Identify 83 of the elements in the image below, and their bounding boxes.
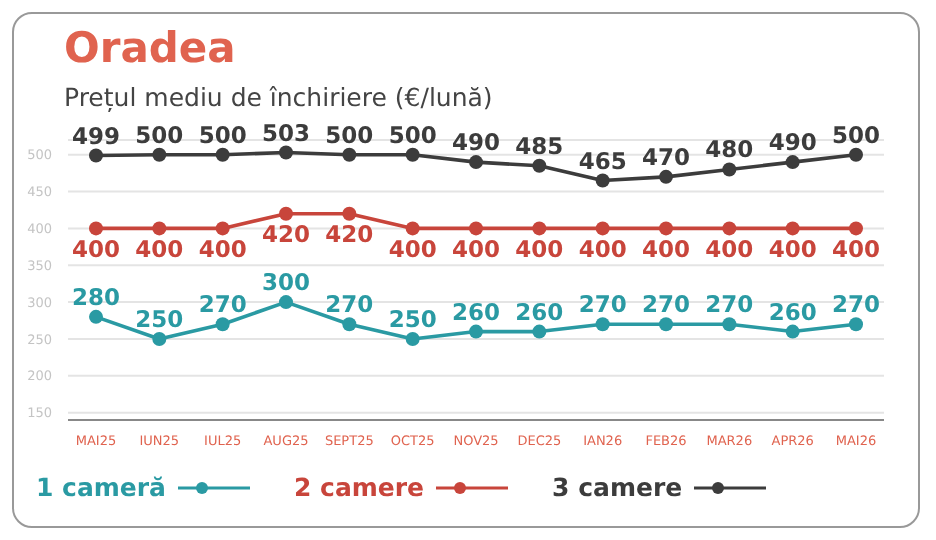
- data-label: 499: [71, 121, 121, 150]
- legend-label: 1 cameră: [36, 472, 166, 502]
- data-label: 400: [578, 234, 627, 263]
- data-label: 400: [198, 234, 247, 263]
- point: [469, 221, 483, 236]
- point: [215, 221, 230, 236]
- data-label: 400: [388, 234, 437, 263]
- point: [469, 155, 483, 170]
- point: [849, 221, 863, 236]
- data-label: 420: [261, 220, 311, 249]
- point: [89, 221, 103, 236]
- data-label: 270: [831, 290, 881, 319]
- point: [659, 221, 673, 236]
- data-label: 500: [388, 120, 437, 149]
- point: [279, 206, 293, 221]
- point: [405, 147, 420, 162]
- point: [279, 295, 293, 310]
- data-label: 400: [451, 234, 501, 263]
- point: [152, 331, 167, 346]
- data-label: 250: [135, 304, 184, 333]
- data-label: 500: [325, 120, 374, 149]
- data-label: 400: [831, 234, 881, 263]
- point: [595, 221, 610, 236]
- data-label: 490: [768, 128, 817, 157]
- data-label: 480: [705, 135, 754, 164]
- data-label: 500: [198, 120, 247, 149]
- point: [722, 162, 737, 177]
- point: [405, 221, 420, 236]
- point: [659, 317, 673, 332]
- data-label: 465: [578, 146, 627, 175]
- data-label: 500: [831, 120, 881, 149]
- data-label: 400: [515, 234, 564, 263]
- data-label: 420: [325, 220, 374, 249]
- point: [215, 317, 230, 332]
- data-label: 400: [705, 234, 754, 263]
- point: [279, 145, 293, 160]
- data-label: 470: [641, 142, 691, 171]
- point: [532, 324, 547, 339]
- data-label: 503: [261, 118, 311, 147]
- point: [785, 221, 800, 236]
- data-label: 270: [325, 290, 374, 319]
- data-label: 400: [641, 234, 691, 263]
- data-label: 270: [578, 290, 627, 319]
- point: [595, 173, 610, 188]
- point: [405, 331, 420, 346]
- point: [722, 317, 737, 332]
- data-label: 270: [705, 290, 754, 319]
- point: [342, 206, 357, 221]
- point: [595, 317, 610, 332]
- point: [342, 317, 357, 332]
- data-label: 400: [135, 234, 184, 263]
- data-label: 490: [451, 128, 501, 157]
- point: [532, 158, 547, 173]
- data-label: 250: [388, 304, 437, 333]
- point: [785, 324, 800, 339]
- point: [659, 169, 673, 184]
- point: [215, 147, 230, 162]
- point: [89, 309, 103, 324]
- chart-title: Oradea: [64, 24, 236, 72]
- data-label: 500: [135, 120, 184, 149]
- data-label: 270: [641, 290, 691, 319]
- data-label: 260: [515, 297, 564, 326]
- data-label: 485: [515, 131, 564, 160]
- chart-subtitle: Prețul mediu de închiriere (€/lună): [64, 82, 493, 112]
- legend-label: 2 camere: [294, 472, 425, 502]
- data-label: 260: [451, 297, 501, 326]
- point: [849, 147, 863, 162]
- data-label: 300: [261, 268, 311, 297]
- data-label: 400: [768, 234, 817, 263]
- point: [532, 221, 547, 236]
- point: [89, 148, 103, 163]
- point: [152, 147, 167, 162]
- point: [469, 324, 483, 339]
- data-label: 400: [71, 234, 121, 263]
- point: [722, 221, 737, 236]
- point: [849, 317, 863, 332]
- point: [342, 147, 357, 162]
- point: [785, 155, 800, 170]
- data-label: 260: [768, 297, 817, 326]
- data-label: 280: [71, 282, 121, 311]
- data-label: 270: [198, 290, 247, 319]
- point: [152, 221, 167, 236]
- legend-label: 3 camere: [552, 472, 683, 502]
